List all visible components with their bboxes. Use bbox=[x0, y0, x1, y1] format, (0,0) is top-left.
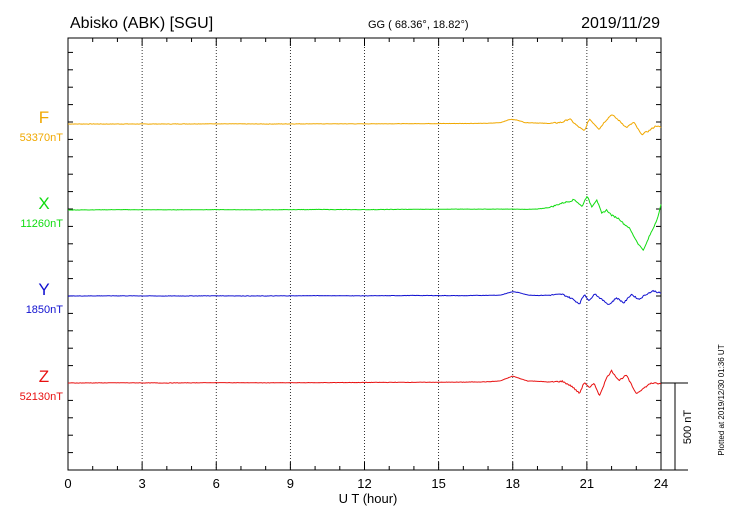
series-line-x bbox=[67, 195, 662, 252]
x-tick-label-6: 6 bbox=[213, 476, 220, 491]
x-tick-label-18: 18 bbox=[506, 476, 520, 491]
series-baseline-x: 11260nT bbox=[20, 218, 63, 230]
x-tick-label-24: 24 bbox=[654, 476, 668, 491]
series-name-z: Z bbox=[39, 367, 49, 386]
date-label: 2019/11/29 bbox=[581, 15, 660, 32]
series-line-y bbox=[67, 289, 662, 305]
x-tick-label-0: 0 bbox=[64, 476, 71, 491]
plotted-timestamp: Plotted at 2019/12/30 01:36 UT bbox=[717, 344, 726, 455]
series-line-f bbox=[68, 114, 662, 136]
series-line-z bbox=[67, 369, 662, 397]
station-title: Abisko (ABK) [SGU] bbox=[70, 15, 213, 32]
x-tick-label-21: 21 bbox=[580, 476, 594, 491]
series-labels: F 53370nT X 11260nT Y 1850nT Z 52130nT bbox=[20, 108, 64, 403]
series-name-f: F bbox=[39, 108, 49, 127]
series-name-x: X bbox=[38, 194, 49, 213]
axis-ticks bbox=[67, 38, 662, 471]
coordinates-label: GG ( 68.36°, 18.82°) bbox=[368, 19, 469, 31]
series-name-y: Y bbox=[38, 280, 49, 299]
series-baseline-z: 52130nT bbox=[20, 391, 64, 403]
series-baseline-f: 53370nT bbox=[20, 132, 64, 144]
series-baseline-y: 1850nT bbox=[26, 304, 64, 316]
x-tick-label-12: 12 bbox=[357, 476, 371, 491]
x-tick-labels: 0 3 6 9 12 15 18 21 24 bbox=[64, 476, 668, 491]
x-axis-label: U T (hour) bbox=[339, 491, 398, 506]
x-tick-label-9: 9 bbox=[287, 476, 294, 491]
series-group bbox=[67, 114, 662, 397]
x-tick-label-15: 15 bbox=[431, 476, 445, 491]
grid-lines bbox=[141, 38, 588, 470]
scale-bar-label: 500 nT bbox=[682, 410, 694, 445]
x-tick-label-3: 3 bbox=[139, 476, 146, 491]
scale-bar: 500 nT bbox=[661, 382, 694, 471]
